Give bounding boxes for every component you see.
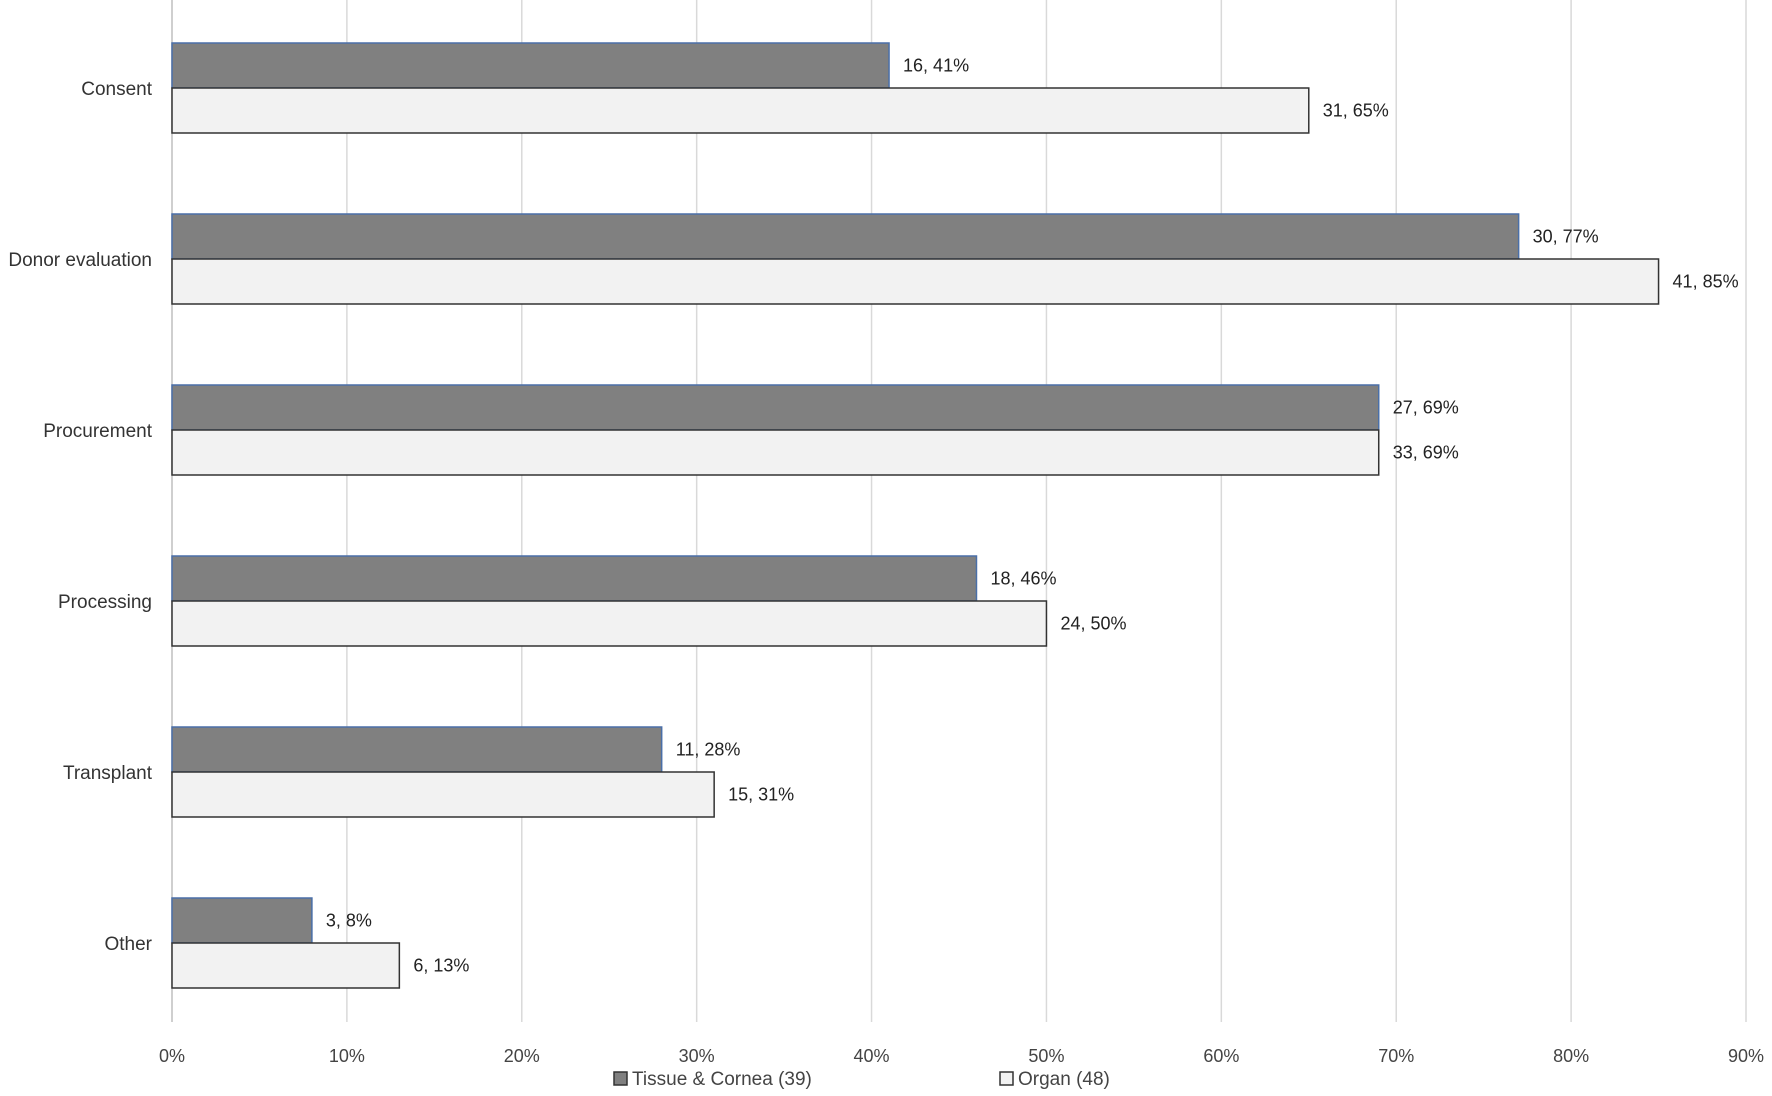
- data-label: 15, 31%: [728, 785, 794, 805]
- data-label: 41, 85%: [1673, 272, 1739, 292]
- bar-tissue-cornea: [171, 897, 313, 944]
- bar-organ: [171, 429, 1380, 476]
- data-label: 16, 41%: [903, 56, 969, 76]
- data-label: 30, 77%: [1533, 227, 1599, 247]
- x-tick-label: 30%: [679, 1046, 715, 1066]
- bar-organ: [171, 600, 1048, 647]
- category-label: Donor evaluation: [8, 250, 152, 271]
- x-tick-label: 80%: [1553, 1046, 1589, 1066]
- x-tick-label: 20%: [504, 1046, 540, 1066]
- bar-tissue-cornea: [171, 555, 978, 602]
- bar-organ: [171, 87, 1310, 134]
- bar-tissue-cornea: [171, 726, 663, 773]
- category-label: Transplant: [63, 763, 153, 784]
- data-label: 6, 13%: [413, 956, 469, 976]
- legend-label: Tissue & Cornea (39): [632, 1069, 812, 1090]
- x-tick-label: 60%: [1203, 1046, 1239, 1066]
- x-tick-label: 10%: [329, 1046, 365, 1066]
- bar-tissue-cornea: [171, 42, 890, 89]
- x-tick-label: 50%: [1028, 1046, 1064, 1066]
- x-tick-label: 0%: [159, 1046, 185, 1066]
- x-tick-labels: 0% 10% 20% 30% 40% 50% 60% 70% 80% 90%: [159, 1046, 1764, 1066]
- bars: [171, 42, 1660, 989]
- data-label: 31, 65%: [1323, 101, 1389, 121]
- bar-organ: [171, 258, 1660, 305]
- bar-organ: [171, 942, 401, 989]
- legend-label: Organ (48): [1018, 1069, 1110, 1090]
- legend: Tissue & Cornea (39) Organ (48): [613, 1069, 1110, 1090]
- category-label: Processing: [58, 592, 152, 613]
- x-tick-label: 90%: [1728, 1046, 1764, 1066]
- bar-tissue-cornea: [171, 213, 1520, 260]
- x-tick-label: 70%: [1378, 1046, 1414, 1066]
- gridlines: [171, 0, 1747, 1022]
- legend-swatch: [999, 1071, 1014, 1086]
- data-label: 24, 50%: [1060, 614, 1126, 634]
- legend-swatch: [613, 1071, 628, 1086]
- bar-organ: [171, 771, 715, 818]
- data-label: 3, 8%: [326, 911, 372, 931]
- data-labels: 16, 41% 31, 65% 30, 77% 41, 85% 27, 69% 33, 6…: [326, 56, 1739, 976]
- category-label: Procurement: [43, 421, 152, 442]
- category-label: Other: [104, 934, 152, 955]
- bar-tissue-cornea: [171, 384, 1380, 431]
- data-label: 18, 46%: [990, 569, 1056, 589]
- data-label: 11, 28%: [676, 740, 741, 760]
- data-label: 27, 69%: [1393, 398, 1459, 418]
- x-tick-label: 40%: [854, 1046, 890, 1066]
- data-label: 33, 69%: [1393, 443, 1459, 463]
- category-label: Consent: [81, 79, 152, 100]
- category-labels: Consent Donor evaluation Procurement Proces…: [8, 79, 152, 955]
